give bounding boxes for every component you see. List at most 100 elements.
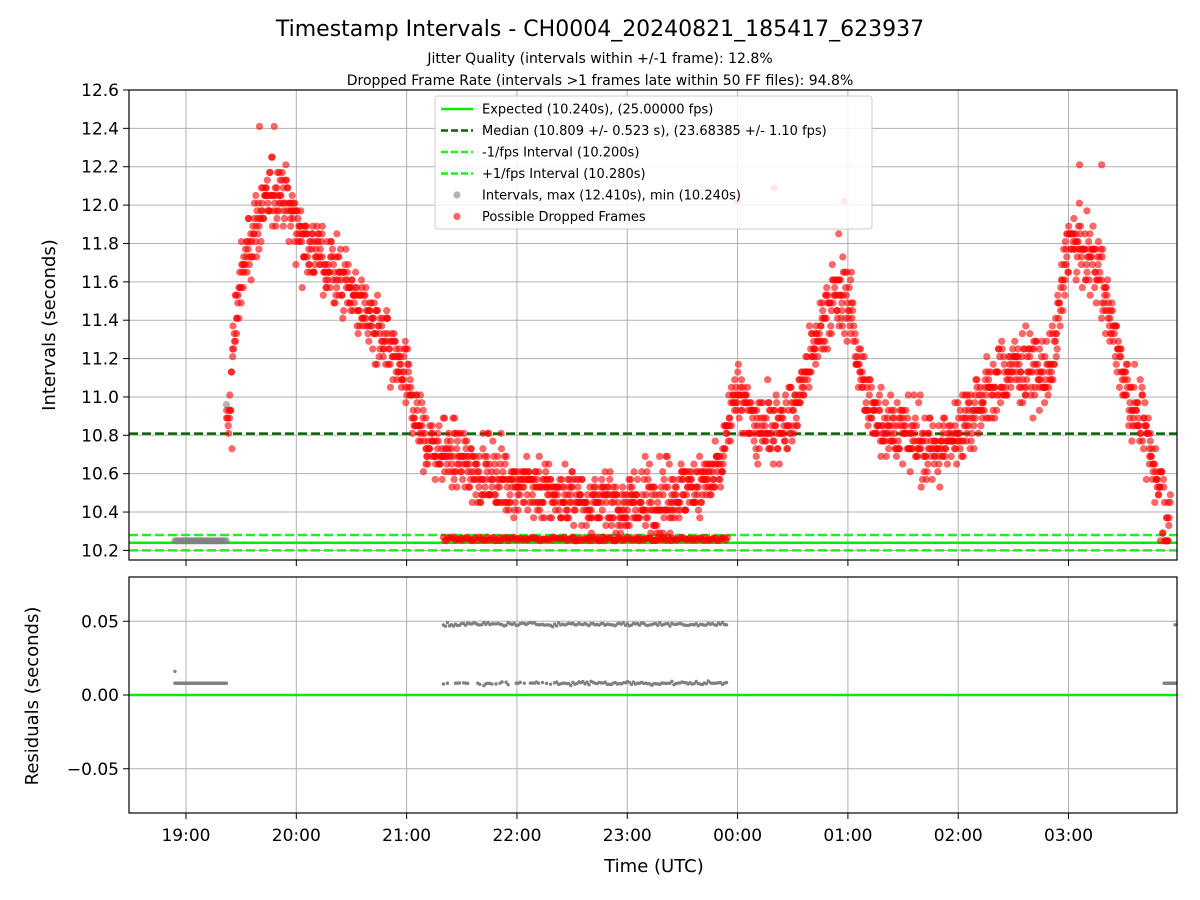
dropped-point xyxy=(1022,383,1031,391)
dropped-point xyxy=(727,422,736,430)
dropped-point xyxy=(1075,161,1084,169)
dropped-point xyxy=(970,422,978,430)
dropped-point xyxy=(1061,276,1069,284)
dropped-point xyxy=(514,506,522,514)
dropped-point xyxy=(848,314,856,322)
dropped-point xyxy=(237,237,246,246)
dropped-point xyxy=(719,460,727,468)
dropped-point xyxy=(1150,460,1159,468)
dropped-point xyxy=(910,391,918,399)
dropped-point xyxy=(877,452,885,461)
dropped-point xyxy=(660,475,668,484)
dropped-point xyxy=(489,437,497,445)
dropped-point xyxy=(1015,360,1023,368)
dropped-point xyxy=(421,429,429,437)
dropped-point xyxy=(1158,468,1166,476)
dropped-point xyxy=(842,291,851,299)
dropped-point xyxy=(380,345,388,353)
dropped-point xyxy=(441,414,449,422)
dropped-point xyxy=(602,498,610,507)
dropped-point xyxy=(410,414,419,422)
dropped-point xyxy=(855,360,863,368)
x-tick-label: 00:00 xyxy=(713,826,762,846)
residual-point xyxy=(536,681,541,685)
residual-point xyxy=(724,623,729,627)
residual-point xyxy=(587,624,591,628)
dropped-point xyxy=(285,237,293,246)
dropped-point xyxy=(1165,514,1173,522)
y-tick-label: 10.8 xyxy=(81,426,119,446)
dropped-point xyxy=(908,445,917,453)
dropped-point xyxy=(457,468,466,476)
dropped-point xyxy=(816,322,825,330)
dropped-point xyxy=(1014,345,1022,353)
dropped-point xyxy=(324,276,332,284)
dropped-point xyxy=(868,414,876,422)
dropped-point xyxy=(682,491,691,499)
dropped-point xyxy=(935,460,943,468)
dropped-point xyxy=(1138,383,1146,391)
dropped-point xyxy=(780,429,789,437)
dropped-point xyxy=(638,468,646,476)
dropped-point xyxy=(734,360,742,368)
dropped-point xyxy=(481,483,489,491)
legend-entry-intervals: Intervals, max (12.410s), min (10.240s) xyxy=(453,189,741,204)
dropped-point xyxy=(434,437,442,445)
dropped-point xyxy=(758,399,767,407)
dropped-point xyxy=(1022,322,1030,330)
dropped-point xyxy=(1123,376,1131,384)
dropped-point xyxy=(607,521,616,530)
dropped-point xyxy=(1026,330,1034,338)
dropped-point xyxy=(407,383,415,391)
dropped-point xyxy=(318,230,326,238)
dropped-point xyxy=(828,260,836,269)
dropped-point xyxy=(954,399,962,407)
dropped-point xyxy=(262,184,270,192)
dropped-point xyxy=(303,230,311,238)
dropped-point xyxy=(915,399,923,407)
dropped-point xyxy=(342,245,350,253)
dropped-point xyxy=(1011,337,1019,345)
dropped-point xyxy=(422,414,430,422)
dropped-point xyxy=(282,161,290,169)
residual-point xyxy=(504,680,508,684)
dropped-point xyxy=(402,399,410,407)
x-tick-label: 03:00 xyxy=(1044,826,1093,846)
dropped-point xyxy=(434,429,442,437)
dropped-point xyxy=(772,422,780,430)
dropped-point xyxy=(570,521,578,530)
dropped-point xyxy=(1134,399,1142,407)
dropped-point xyxy=(1092,299,1100,307)
dropped-point xyxy=(811,345,819,353)
dropped-point xyxy=(823,345,832,353)
dropped-point xyxy=(1075,199,1083,207)
dropped-point xyxy=(565,514,573,522)
dropped-point xyxy=(822,314,830,322)
dropped-point xyxy=(229,353,237,361)
dropped-point xyxy=(881,399,890,407)
dropped-point xyxy=(542,468,550,476)
dropped-point xyxy=(644,514,652,522)
dropped-point xyxy=(916,391,924,399)
residual-point xyxy=(548,682,553,686)
residual-point xyxy=(569,683,573,688)
dropped-point xyxy=(401,337,409,345)
residual-point xyxy=(581,679,585,684)
dropped-point xyxy=(814,353,822,361)
dropped-point xyxy=(404,368,413,376)
dropped-point xyxy=(622,514,631,522)
y-tick-label: 12.0 xyxy=(81,196,119,216)
dropped-point xyxy=(653,521,661,530)
dropped-point xyxy=(378,322,386,330)
dropped-point xyxy=(692,498,700,507)
residual-point xyxy=(224,681,229,685)
dropped-point xyxy=(726,414,734,422)
residual-point xyxy=(504,623,508,627)
dropped-point xyxy=(687,475,696,484)
dropped-point xyxy=(895,445,903,453)
residual-point xyxy=(658,621,662,625)
dropped-point xyxy=(804,376,812,384)
residual-point xyxy=(500,680,504,684)
dropped-point xyxy=(604,483,612,491)
dropped-point xyxy=(1142,475,1150,484)
